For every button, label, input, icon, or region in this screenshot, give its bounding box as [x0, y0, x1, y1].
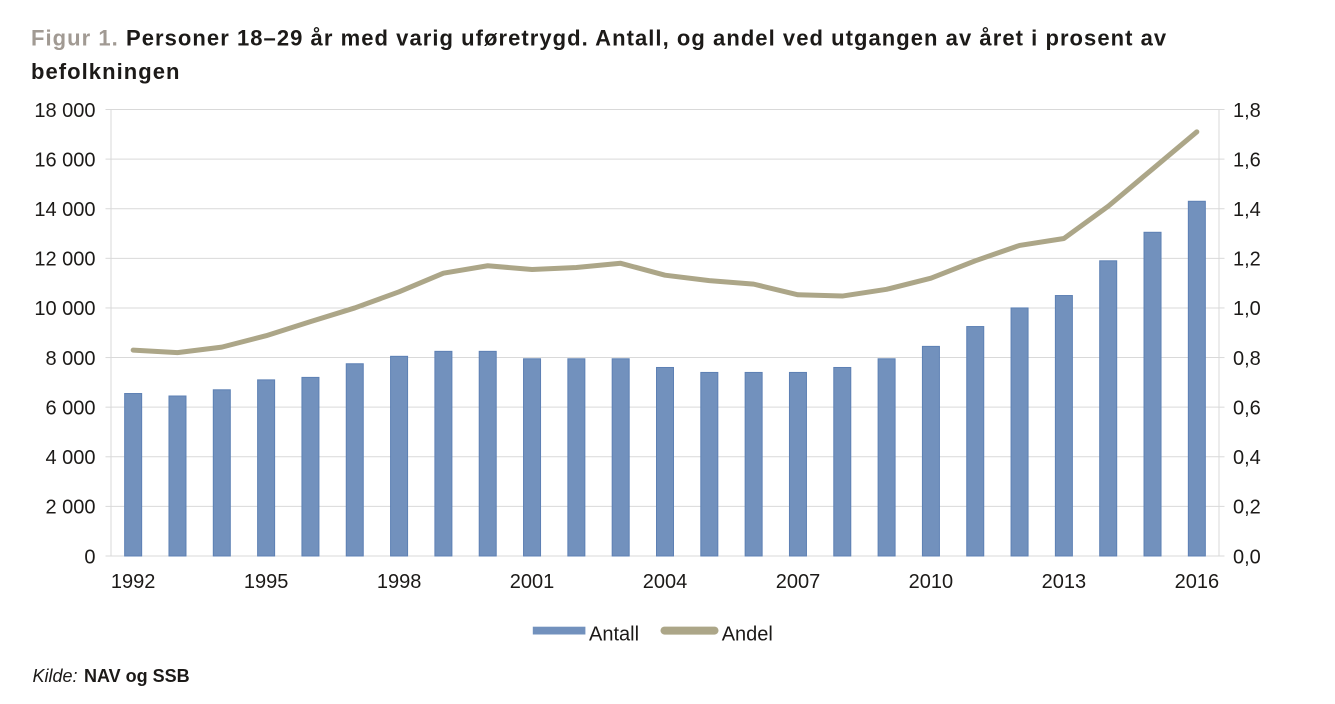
svg-text:Figur 1. Personer 18–29 år med: Figur 1. Personer 18–29 år med varig ufø…	[31, 26, 1167, 51]
svg-text:NAV og SSB: NAV og SSB	[84, 666, 190, 686]
svg-text:1,2: 1,2	[1233, 249, 1261, 271]
svg-text:1,4: 1,4	[1233, 199, 1261, 221]
svg-text:befolkningen: befolkningen	[31, 59, 181, 84]
svg-text:10 000: 10 000	[34, 298, 95, 320]
svg-text:8 000: 8 000	[45, 348, 95, 370]
svg-text:2004: 2004	[643, 571, 688, 593]
svg-text:1,0: 1,0	[1233, 298, 1261, 320]
svg-text:Antall: Antall	[589, 623, 639, 645]
svg-text:0,4: 0,4	[1233, 447, 1261, 469]
svg-text:14 000: 14 000	[34, 199, 95, 221]
svg-text:2 000: 2 000	[45, 497, 95, 519]
svg-text:2013: 2013	[1042, 571, 1087, 593]
svg-text:18 000: 18 000	[34, 100, 95, 122]
svg-text:0: 0	[84, 546, 95, 568]
svg-text:1998: 1998	[377, 571, 422, 593]
svg-text:0,8: 0,8	[1233, 348, 1261, 370]
svg-text:1,6: 1,6	[1233, 149, 1261, 171]
svg-text:6 000: 6 000	[45, 397, 95, 419]
svg-text:1992: 1992	[111, 571, 156, 593]
svg-text:Andel: Andel	[722, 623, 773, 645]
svg-text:0,0: 0,0	[1233, 546, 1261, 568]
svg-text:12 000: 12 000	[34, 249, 95, 271]
svg-text:1,8: 1,8	[1233, 100, 1261, 122]
svg-text:2001: 2001	[510, 571, 555, 593]
svg-text:2007: 2007	[776, 571, 821, 593]
svg-text:Kilde:: Kilde:	[33, 666, 78, 686]
svg-text:2010: 2010	[909, 571, 954, 593]
svg-text:2016: 2016	[1175, 571, 1220, 593]
svg-text:16 000: 16 000	[34, 149, 95, 171]
svg-text:0,2: 0,2	[1233, 497, 1261, 519]
svg-text:1995: 1995	[244, 571, 289, 593]
svg-text:0,6: 0,6	[1233, 397, 1261, 419]
svg-text:4 000: 4 000	[45, 447, 95, 469]
